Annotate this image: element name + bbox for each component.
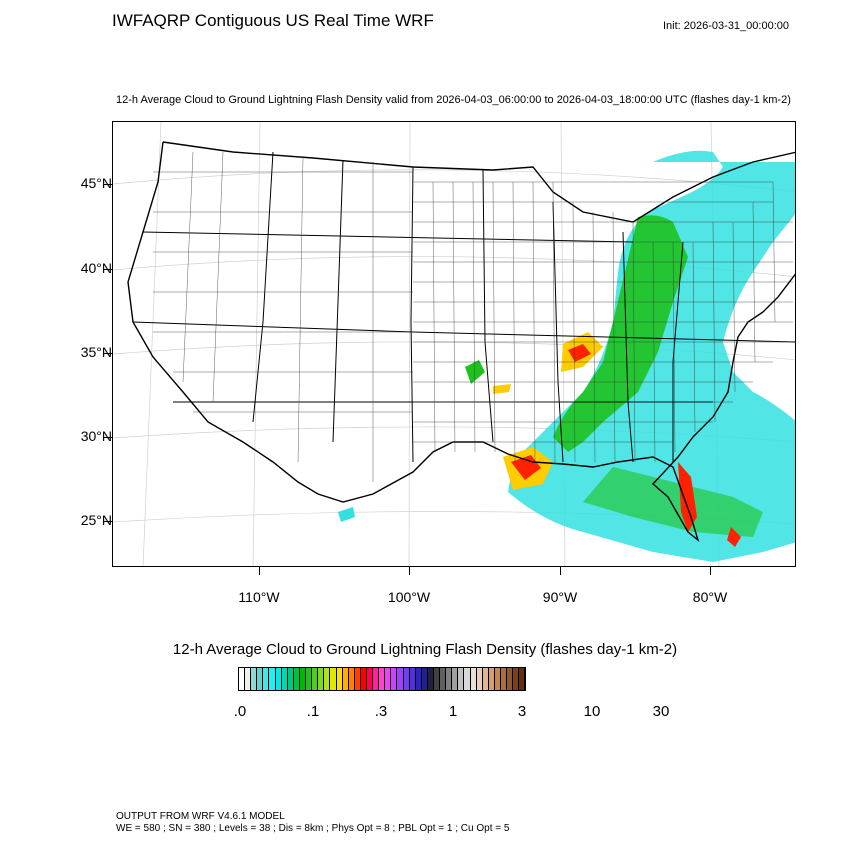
lat-tick [104, 353, 112, 354]
colorbar-swatch [299, 668, 307, 690]
colorbar-swatch [464, 668, 471, 690]
colorbar-swatch [513, 668, 520, 690]
plot-subtitle: 12-h Average Cloud to Ground Lightning F… [116, 94, 791, 106]
lat-label: 25°N [80, 512, 112, 528]
colorbar-swatch [397, 668, 404, 690]
colorbar-swatch [373, 668, 380, 690]
colorbar-swatch [348, 668, 355, 690]
lat-label: 30°N [80, 428, 112, 444]
init-time: Init: 2026-03-31_00:00:00 [663, 20, 789, 32]
colorbar-swatch [507, 668, 514, 690]
colorbar-label: 1 [448, 703, 458, 720]
colorbar-swatch [452, 668, 459, 690]
colorbar-swatch [440, 668, 447, 690]
colorbar-label: 3 [517, 703, 527, 720]
lon-tick [259, 567, 260, 575]
colorbar-swatch [421, 668, 428, 690]
colorbar-swatch [519, 668, 526, 690]
map-panel [112, 121, 796, 567]
colorbar-label: .3 [374, 703, 388, 720]
colorbar-swatch [427, 668, 434, 690]
colorbar-swatch [360, 668, 367, 690]
colorbar-swatch [354, 668, 361, 690]
colorbar-swatch [342, 668, 349, 690]
colorbar-swatch [403, 668, 410, 690]
lat-label: 45°N [80, 175, 112, 191]
colorbar-swatch [239, 668, 246, 690]
footer-model-line: OUTPUT FROM WRF V4.6.1 MODEL [116, 811, 285, 822]
colorbar-label: .0 [233, 703, 247, 720]
colorbar-label: 30 [652, 703, 670, 720]
colorbar-swatch [269, 668, 276, 690]
colorbar-swatch [385, 668, 392, 690]
colorbar-title: 12-h Average Cloud to Ground Lightning F… [172, 641, 678, 658]
lon-label: 90°W [542, 589, 578, 605]
colorbar-swatch [379, 668, 386, 690]
colorbar-swatch [366, 668, 374, 690]
colorbar-swatch [293, 668, 300, 690]
colorbar-swatch [306, 668, 313, 690]
colorbar-swatch [482, 668, 489, 690]
lat-label: 35°N [80, 344, 112, 360]
boundary-lines [127, 141, 795, 542]
colorbar-swatch [409, 668, 416, 690]
colorbar-swatch [458, 668, 465, 690]
colorbar-swatch [415, 668, 422, 690]
map-svg [113, 122, 795, 566]
lat-tick [104, 269, 112, 270]
colorbar-swatch [287, 668, 294, 690]
colorbar-swatch [446, 668, 453, 690]
colorbar-swatch [476, 668, 483, 690]
colorbar-swatch [257, 668, 264, 690]
colorbar-swatch [488, 668, 495, 690]
colorbar [238, 667, 527, 691]
lon-label: 80°W [692, 589, 728, 605]
colorbar-swatch [501, 668, 508, 690]
page-title: IWFAQRP Contiguous US Real Time WRF [112, 11, 434, 30]
colorbar-swatch [434, 668, 441, 690]
colorbar-swatch [330, 668, 337, 690]
colorbar-swatch [494, 668, 502, 690]
colorbar-swatch [245, 668, 252, 690]
colorbar-swatch [324, 668, 331, 690]
colorbar-label: 10 [583, 703, 601, 720]
colorbar-swatch [470, 668, 477, 690]
colorbar-swatch [391, 668, 398, 690]
lat-label: 40°N [80, 260, 112, 276]
lightning-density-field [338, 150, 795, 562]
footer-config-line: WE = 580 ; SN = 380 ; Levels = 38 ; Dis … [116, 823, 510, 834]
colorbar-label: .1 [306, 703, 320, 720]
lon-tick [710, 567, 711, 575]
lat-tick [104, 184, 112, 185]
colorbar-swatch [251, 668, 258, 690]
colorbar-swatch [263, 668, 270, 690]
lat-tick [104, 521, 112, 522]
colorbar-swatch [318, 668, 325, 690]
lat-tick [104, 437, 112, 438]
lon-label: 100°W [387, 589, 431, 605]
colorbar-swatch [275, 668, 282, 690]
colorbar-swatch [281, 668, 288, 690]
lon-tick [560, 567, 561, 575]
lon-label: 110°W [238, 589, 280, 605]
colorbar-swatch [336, 668, 343, 690]
colorbar-swatch [312, 668, 319, 690]
lon-tick [409, 567, 410, 575]
